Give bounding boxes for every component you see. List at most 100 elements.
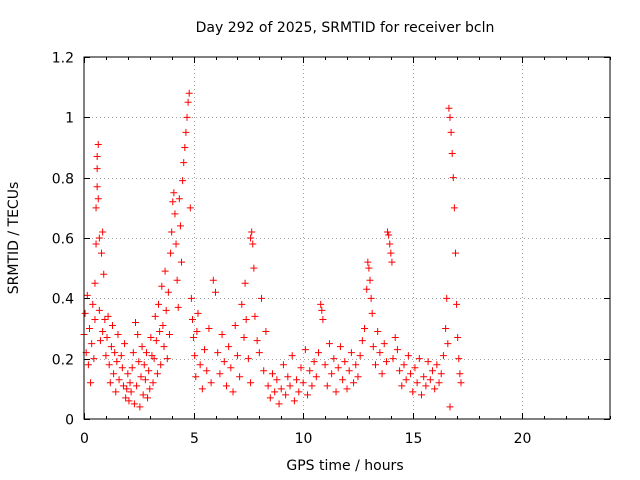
data-point [454, 334, 462, 342]
data-point [190, 334, 198, 342]
data-point [108, 321, 116, 329]
data-point [297, 364, 305, 372]
data-point [282, 391, 290, 399]
data-point [363, 285, 371, 293]
data-point [229, 388, 237, 396]
data-point [451, 249, 459, 257]
data-point [179, 177, 187, 185]
data-point [391, 334, 399, 342]
data-point [295, 388, 303, 396]
data-point [193, 328, 201, 336]
data-point [91, 279, 99, 287]
data-point [156, 328, 164, 336]
data-point [238, 300, 246, 308]
data-point [415, 355, 423, 363]
data-point [328, 370, 336, 378]
data-point [198, 385, 206, 393]
data-point [91, 315, 99, 323]
data-point [396, 367, 404, 375]
data-point [88, 340, 96, 348]
data-point [133, 382, 141, 390]
data-point [376, 349, 384, 357]
data-point [443, 294, 451, 302]
data-point [175, 195, 183, 203]
data-point [361, 325, 369, 332]
data-point [111, 349, 119, 357]
data-point [103, 334, 111, 342]
data-point [364, 258, 372, 266]
data-point [170, 189, 178, 197]
data-point [345, 367, 353, 375]
data-point [435, 379, 443, 387]
data-point [180, 159, 188, 167]
data-point [407, 370, 415, 378]
x-tick-label: 10 [295, 431, 313, 447]
y-tick-label: 0 [65, 413, 74, 429]
data-point [165, 331, 173, 339]
data-point [251, 312, 259, 320]
data-point [424, 358, 432, 366]
data-point [387, 249, 395, 257]
y-tick-label: 0.2 [52, 353, 74, 369]
data-point [100, 270, 108, 278]
data-point [384, 228, 392, 236]
data-point [153, 370, 161, 378]
data-point [93, 183, 101, 191]
data-point [95, 306, 103, 314]
tick-labels: 0 5 10 15 20 0 0.2 0.4 0.6 0.8 1 1.2 [52, 51, 532, 448]
data-point [85, 325, 93, 332]
data-point [218, 331, 226, 339]
data-point [374, 328, 382, 336]
data-point [107, 343, 115, 351]
data-point [308, 382, 316, 390]
data-point [227, 364, 235, 372]
data-point [450, 204, 458, 212]
data-point [413, 379, 421, 387]
data-point [164, 288, 172, 296]
data-point [191, 352, 199, 360]
data-point [127, 388, 135, 396]
data-point [350, 379, 358, 387]
data-point [92, 240, 100, 248]
data-point [155, 300, 163, 308]
data-point [114, 331, 122, 339]
data-point [366, 276, 374, 284]
data-point [134, 331, 142, 339]
data-point [174, 303, 182, 311]
data-point [275, 400, 283, 408]
data-point [141, 376, 149, 384]
data-point [105, 361, 113, 369]
data-point [125, 397, 133, 405]
data-point [442, 325, 450, 332]
data-point [142, 349, 150, 357]
data-point [304, 391, 312, 399]
data-point [317, 300, 325, 308]
data-point [172, 240, 180, 248]
data-point [249, 240, 257, 248]
data-point [168, 228, 176, 236]
data-point [420, 373, 428, 381]
data-point [194, 309, 202, 317]
data-point [201, 346, 209, 354]
data-point [119, 382, 127, 390]
data-point [433, 361, 441, 369]
data-point [233, 352, 241, 360]
data-point [161, 267, 169, 275]
data-point [336, 343, 344, 351]
data-point [122, 394, 130, 402]
data-point [150, 355, 158, 363]
data-point [250, 264, 258, 272]
data-point [84, 361, 92, 369]
data-point [138, 343, 146, 351]
data-point [393, 346, 401, 354]
data-point [99, 228, 107, 236]
y-tick-label: 1 [65, 111, 74, 127]
data-point [203, 367, 211, 375]
data-point [212, 288, 219, 296]
data-point [81, 309, 89, 317]
data-point [290, 397, 298, 405]
data-point [341, 358, 349, 366]
data-point [123, 385, 131, 393]
data-point [255, 349, 263, 357]
data-point [183, 113, 191, 121]
